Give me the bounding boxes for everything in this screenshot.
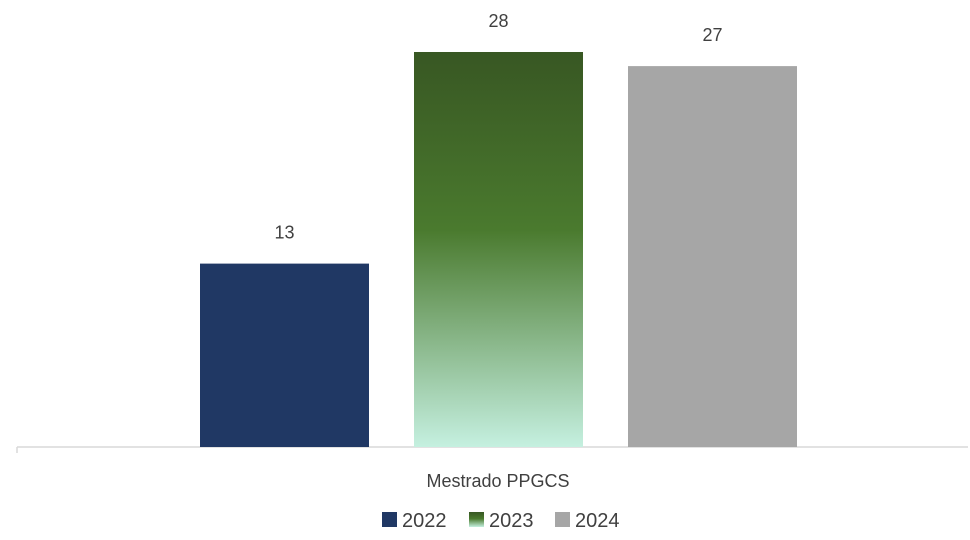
data-label-2024: 27 <box>702 25 722 45</box>
legend-swatch-2022 <box>382 512 397 527</box>
legend-label-2024: 2024 <box>575 510 620 532</box>
legend-item-2023: 2023 <box>469 510 534 532</box>
legend-item-2022: 2022 <box>382 510 447 532</box>
legend-label-2023: 2023 <box>489 510 534 532</box>
data-label-2022: 13 <box>274 223 294 243</box>
bars-group <box>200 52 797 447</box>
bar-2024 <box>628 66 797 447</box>
legend-item-2024: 2024 <box>555 510 620 532</box>
legend: 2022 2023 2024 <box>382 510 620 532</box>
data-label-2023: 28 <box>488 11 508 31</box>
x-tick-label: Mestrado PPGCS <box>426 471 569 491</box>
bar-2022 <box>200 263 369 447</box>
value-labels-group: 13 28 27 <box>274 11 722 243</box>
bar-2023 <box>414 52 583 447</box>
legend-swatch-2024 <box>555 512 570 527</box>
plot-area: 13 28 27 Mestrado PPGCS <box>16 11 968 491</box>
legend-label-2022: 2022 <box>402 510 447 532</box>
legend-swatch-2023 <box>469 512 484 527</box>
